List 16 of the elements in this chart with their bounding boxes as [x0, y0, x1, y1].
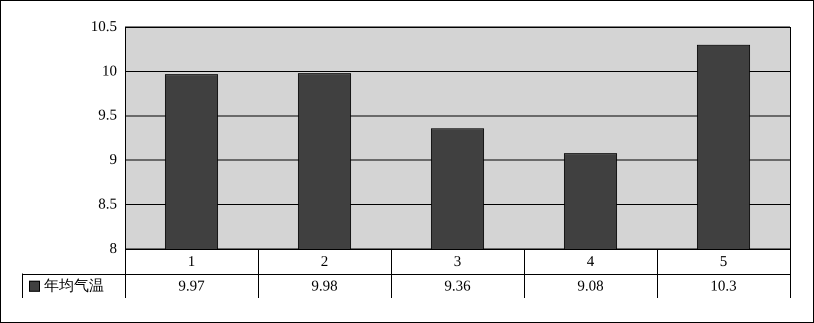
data-label: 9.36 — [444, 278, 472, 295]
x-tick-label: 5 — [720, 254, 728, 270]
y-tick-label: 10.5 — [90, 18, 117, 35]
y-tick-label: 10 — [102, 63, 117, 80]
x-tick-label: 1 — [188, 254, 196, 270]
legend-label: 年均气温 — [44, 276, 104, 295]
data-label: 9.97 — [178, 278, 206, 295]
x-tick-label: 3 — [454, 254, 462, 270]
y-tick-label: 8.5 — [98, 196, 117, 213]
y-tick-label: 9 — [110, 152, 117, 168]
data-label: 9.08 — [577, 278, 604, 295]
data-label: 9.98 — [311, 278, 338, 295]
y-tick-label: 9.5 — [98, 108, 117, 124]
x-tick-label: 2 — [320, 254, 328, 270]
x-tick-label: 4 — [586, 254, 595, 270]
y-tick-label: 8 — [110, 240, 117, 257]
